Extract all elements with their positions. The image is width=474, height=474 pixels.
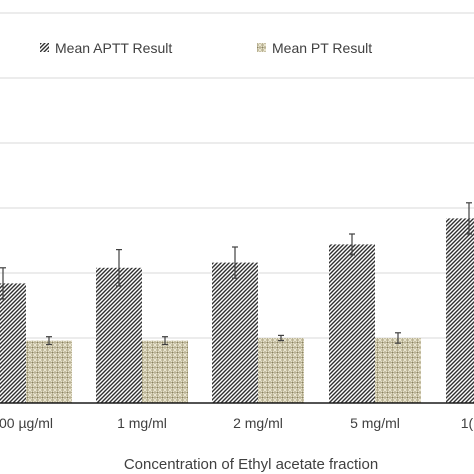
error-bar-aptt-0 (0, 267, 6, 300)
error-bar-aptt-2 (232, 246, 238, 279)
legend: Mean APTT Result Mean PT Result (40, 40, 372, 56)
legend-swatch-pt (257, 43, 266, 52)
x-tick-label-1: 1 mg/ml (117, 415, 167, 431)
bar-pt-2 (258, 338, 304, 403)
error-bar-pt-2 (278, 334, 284, 342)
bar-aptt-2 (212, 262, 258, 403)
bar-pt-3 (375, 338, 421, 403)
error-bar-pt-1 (162, 336, 168, 346)
x-tick-label-2: 2 mg/ml (233, 415, 283, 431)
x-tick-label-0: 00 µg/ml (0, 415, 53, 431)
legend-label-aptt: Mean APTT Result (55, 40, 172, 56)
bar-pt-0 (26, 340, 72, 403)
x-axis-title: Concentration of Ethyl acetate fraction (124, 456, 378, 473)
x-tick-label-3: 5 mg/ml (350, 415, 400, 431)
legend-swatch-aptt (40, 43, 49, 52)
x-tick-label-4: 1( (461, 415, 474, 431)
error-bar-aptt-4 (466, 202, 472, 235)
error-bar-pt-3 (395, 332, 401, 344)
bars-group (0, 218, 474, 403)
bar-aptt-3 (329, 244, 375, 403)
bar-pt-1 (142, 340, 188, 403)
bar-aptt-0 (0, 283, 26, 403)
error-bar-aptt-3 (349, 233, 355, 256)
bar-aptt-1 (96, 267, 142, 403)
error-bars-group (0, 202, 472, 346)
error-bar-aptt-1 (116, 249, 122, 287)
error-bar-pt-0 (46, 336, 52, 346)
x-tick-labels: 00 µg/ml 1 mg/ml 2 mg/ml 5 mg/ml 1( (0, 415, 474, 431)
legend-label-pt: Mean PT Result (272, 40, 372, 56)
bar-aptt-4 (446, 218, 474, 403)
